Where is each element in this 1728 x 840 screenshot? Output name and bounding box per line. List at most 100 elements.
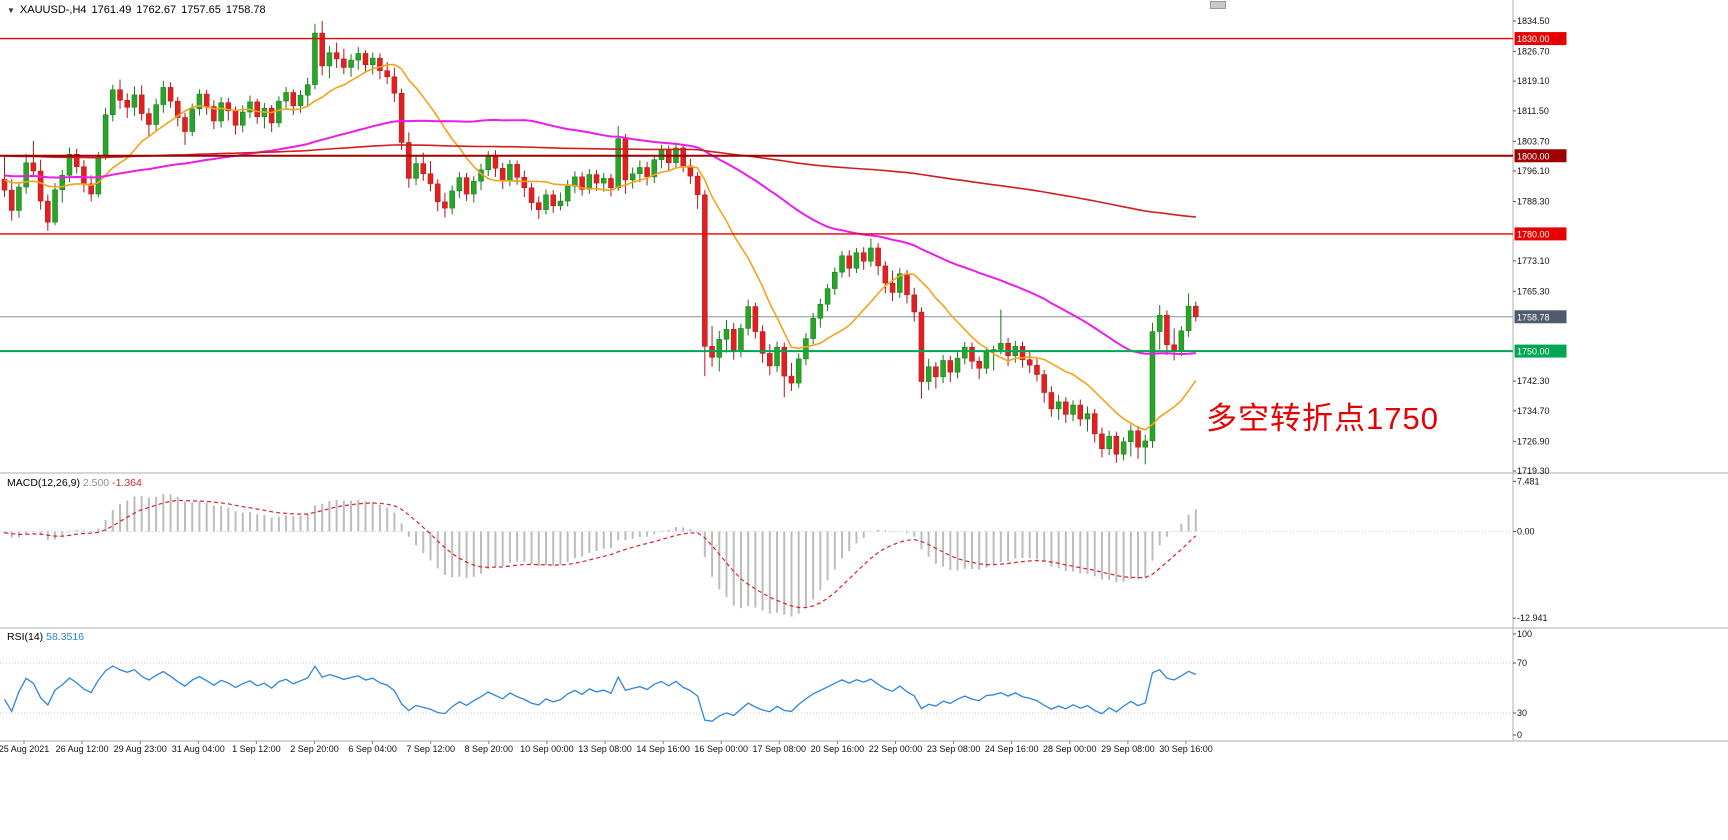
candle-body (391, 76, 398, 94)
price-tick-label: 1742.30 (1517, 376, 1550, 386)
candle (1149, 322, 1156, 448)
candle (369, 52, 376, 75)
candle (434, 179, 441, 212)
candle (817, 298, 824, 328)
date-label: 29 Aug 23:00 (114, 744, 167, 754)
price-level-tag: 1780.00 (1514, 227, 1567, 241)
candle-body (550, 194, 556, 207)
date-label: 29 Sep 08:00 (1101, 744, 1155, 754)
rsi-name: RSI(14) (7, 631, 44, 643)
candle (918, 307, 925, 399)
candle-body (333, 52, 340, 60)
scrollbar-thumb[interactable] (1210, 1, 1226, 9)
date-label: 2 Sep 20:00 (290, 744, 339, 754)
candle-body (276, 100, 282, 124)
date-label: 22 Sep 00:00 (869, 744, 923, 754)
candle (449, 185, 455, 215)
collapse-triangle-icon[interactable]: ▼ (7, 6, 15, 15)
price-tick-label: 1819.10 (1517, 76, 1550, 86)
candle (102, 107, 109, 160)
candle-body (218, 102, 224, 122)
candle-body (1077, 404, 1084, 420)
candle-body (1142, 440, 1149, 448)
candle-body (203, 93, 210, 107)
candle (456, 172, 463, 198)
svg-text:1830.00: 1830.00 (1517, 34, 1550, 44)
price-tick-label: 1726.90 (1517, 436, 1550, 446)
candle-body (463, 177, 470, 195)
candle (196, 89, 203, 116)
candle-body (983, 351, 990, 369)
price-tick-label: 1811.50 (1517, 106, 1549, 116)
rsi-indicator-label: RSI(14) 58.3516 (7, 631, 84, 643)
macd-indicator-label: MACD(12,26,9) 2.500 -1.364 (7, 477, 142, 489)
candle-body (947, 360, 954, 373)
candle (442, 192, 448, 218)
candle (146, 108, 152, 137)
candle-body (153, 104, 159, 125)
candle-body (962, 346, 968, 359)
ohlc-high: 1762.67 (136, 4, 177, 16)
candle-body (37, 170, 44, 202)
candle (326, 45, 333, 79)
current-price-tag: 1758.78 (1514, 310, 1567, 324)
candle (644, 162, 650, 186)
candle-body (81, 166, 87, 185)
candle-body (66, 153, 73, 176)
candle (1077, 399, 1084, 427)
candle-body (1084, 413, 1091, 420)
candle-body (940, 360, 946, 378)
candle-body (456, 177, 463, 192)
date-label: 31 Aug 04:00 (172, 744, 225, 754)
candle-body (601, 178, 607, 184)
candle-body (1178, 330, 1185, 352)
ohlc-low: 1757.65 (181, 4, 221, 16)
candle (160, 80, 167, 113)
candle (550, 190, 556, 213)
candle (709, 326, 715, 367)
macd-scale-label: 7.481 (1517, 476, 1540, 486)
candle (1099, 427, 1105, 458)
candle (499, 162, 506, 189)
date-label: 14 Sep 16:00 (636, 744, 690, 754)
candle (593, 169, 600, 191)
candle (1106, 430, 1112, 455)
candle-body (427, 173, 434, 185)
candle (37, 159, 44, 210)
candle (846, 250, 852, 277)
candle (304, 77, 311, 107)
candle-body (860, 252, 867, 262)
candle-body (1113, 435, 1120, 455)
candle (998, 309, 1004, 355)
candle (203, 89, 210, 115)
candle (1142, 434, 1149, 465)
candle (73, 148, 80, 174)
candle (384, 62, 390, 84)
candle-body (507, 164, 513, 182)
candle-body (16, 186, 22, 211)
candle (8, 179, 15, 221)
candle (738, 323, 744, 358)
candle (413, 155, 419, 186)
candle-body (369, 57, 376, 66)
price-level-tag: 1750.00 (1514, 344, 1567, 358)
price-level-tag: 1800.00 (1514, 149, 1567, 163)
candle (579, 172, 585, 196)
candle-body (521, 177, 528, 189)
candle (969, 342, 975, 370)
candle (860, 247, 867, 270)
candle-body (868, 247, 874, 262)
candle (572, 171, 578, 194)
candle (268, 104, 275, 132)
macd-signal-line (4, 499, 1197, 609)
candle-body (933, 366, 939, 378)
candle-body (319, 32, 325, 67)
candle (911, 287, 917, 322)
candle (420, 152, 427, 181)
candle (247, 95, 253, 119)
candle (45, 194, 51, 231)
candle (810, 312, 816, 345)
candle (730, 322, 737, 360)
